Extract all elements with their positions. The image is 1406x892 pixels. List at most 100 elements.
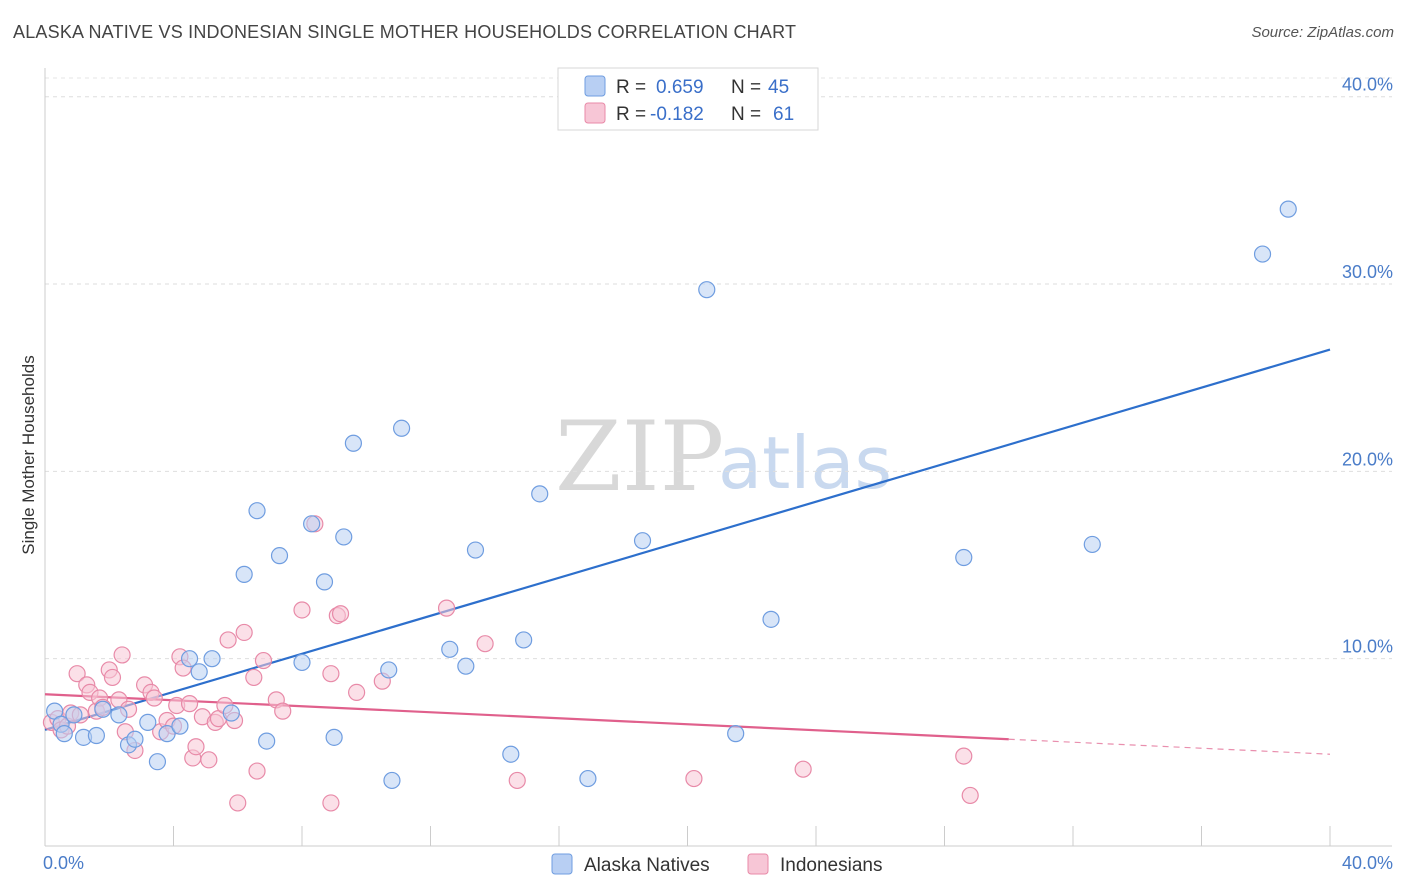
alaska-native-point (315, 573, 334, 591)
legend-r-label-2: R = (616, 104, 646, 125)
alaska-native-point (158, 725, 176, 743)
alaska-native-point (698, 281, 716, 299)
alaska-native-point (727, 725, 745, 743)
alaska-native-point (139, 713, 157, 731)
y-tick-label: 10.0% (1342, 637, 1393, 657)
legend-n-label-1: N = (731, 77, 761, 98)
alaska-native-point (383, 771, 401, 790)
indonesian-point (794, 760, 812, 778)
alaska-native-point (1279, 200, 1297, 218)
indonesian-point (331, 605, 350, 623)
alaska-native-point (531, 485, 549, 503)
watermark-atlas: atlas (718, 421, 892, 505)
alaska-native-point (55, 725, 73, 743)
indonesian-point (254, 651, 273, 670)
indonesian-point (476, 635, 494, 653)
indonesian-trend-line (44, 693, 1009, 741)
y-axis-label: Single Mother Households (19, 355, 38, 554)
indonesian-point (180, 695, 199, 713)
alaska-native-point (270, 547, 289, 565)
alaska-native-point (955, 548, 973, 567)
legend-swatch-blue (584, 75, 606, 97)
indonesian-point (322, 665, 340, 683)
series-legend: Alaska Natives Indonesians (551, 853, 882, 876)
alaska-native-point (203, 650, 221, 668)
alaska-native-point (1253, 245, 1272, 263)
indonesian-point (293, 601, 311, 619)
correlation-legend: R = 0.659 N = 45 R = -0.182 N = 61 (557, 67, 819, 131)
alaska-native-point (110, 706, 128, 724)
indonesian-point (274, 702, 292, 720)
alaska-native-point (762, 610, 780, 628)
alaska-native-point (466, 541, 485, 559)
alaska-native-point (65, 706, 83, 724)
alaska-native-point (325, 728, 343, 746)
watermark-zip: ZIP (555, 401, 724, 513)
alaska-native-point (633, 532, 652, 550)
indonesian-point (219, 631, 237, 649)
legend-label-alaska-natives: Alaska Natives (584, 855, 710, 876)
alaska-native-point (502, 745, 520, 763)
chart-title: ALASKA NATIVE VS INDONESIAN SINGLE MOTHE… (13, 22, 797, 42)
alaska-native-point (441, 640, 459, 658)
indonesian-point (248, 762, 266, 780)
alaska-native-point (344, 434, 362, 452)
legend-label-indonesians: Indonesians (780, 855, 882, 876)
alaska-native-point (126, 730, 144, 748)
alaska-native-point (392, 419, 411, 437)
indonesian-point (245, 668, 263, 687)
legend-n-label-2: N = (731, 104, 761, 125)
alaska-native-point (380, 661, 398, 679)
alaska-native-point (87, 726, 106, 745)
indonesian-point (235, 623, 253, 642)
indonesian-point (113, 646, 131, 664)
alaska-native-point (457, 657, 475, 675)
indonesian-trend-extension (1008, 738, 1331, 755)
axes (44, 68, 1392, 847)
alaska-native-point (171, 717, 189, 735)
alaska-native-point (335, 528, 353, 546)
indonesian-point (68, 665, 86, 683)
indonesian-point (508, 771, 526, 790)
legend-n-value-2: 61 (773, 104, 794, 125)
indonesian-point (348, 683, 366, 702)
data-points (42, 200, 1297, 812)
tick-labels: 10.0% 20.0% 30.0% 40.0% 0.0% 40.0% (43, 75, 1393, 873)
indonesian-point (187, 738, 205, 756)
indonesian-point (961, 786, 979, 805)
alaska-native-point (235, 565, 253, 583)
x-tick-label-min: 0.0% (43, 853, 84, 873)
legend-swatch-alaska-natives (551, 853, 573, 875)
alaska-native-point (1083, 535, 1101, 554)
indonesian-point (322, 794, 340, 812)
x-tick-label-max: 40.0% (1342, 853, 1393, 873)
indonesian-point (145, 689, 163, 707)
alaska-native-point (293, 653, 311, 672)
legend-r-value-2: -0.182 (650, 104, 704, 125)
indonesian-point (955, 747, 973, 765)
alaska-native-point (515, 631, 533, 649)
indonesian-point (685, 769, 703, 788)
alaska-native-point (303, 515, 321, 533)
alaska-native-point (94, 700, 112, 718)
watermark: ZIP atlas (555, 401, 892, 513)
indonesian-point (200, 751, 218, 769)
legend-r-label-1: R = (616, 77, 646, 98)
source-label: Source: ZipAtlas.com (1251, 24, 1394, 41)
indonesian-point (229, 794, 247, 812)
indonesian-point (103, 668, 122, 687)
alaska-native-point (148, 753, 167, 771)
alaska-native-point (248, 502, 266, 520)
alaska-native-point (190, 663, 208, 681)
alaska-native-point (258, 732, 276, 750)
alaska-native-point (579, 769, 597, 788)
y-tick-label: 20.0% (1342, 449, 1393, 469)
indonesian-point (437, 599, 456, 617)
alaska-native-point (222, 704, 240, 722)
legend-r-value-1: 0.659 (656, 77, 704, 98)
y-tick-label: 30.0% (1342, 262, 1393, 282)
y-tick-label: 40.0% (1342, 75, 1393, 95)
legend-swatch-pink (584, 102, 606, 124)
legend-swatch-indonesians (747, 853, 769, 875)
